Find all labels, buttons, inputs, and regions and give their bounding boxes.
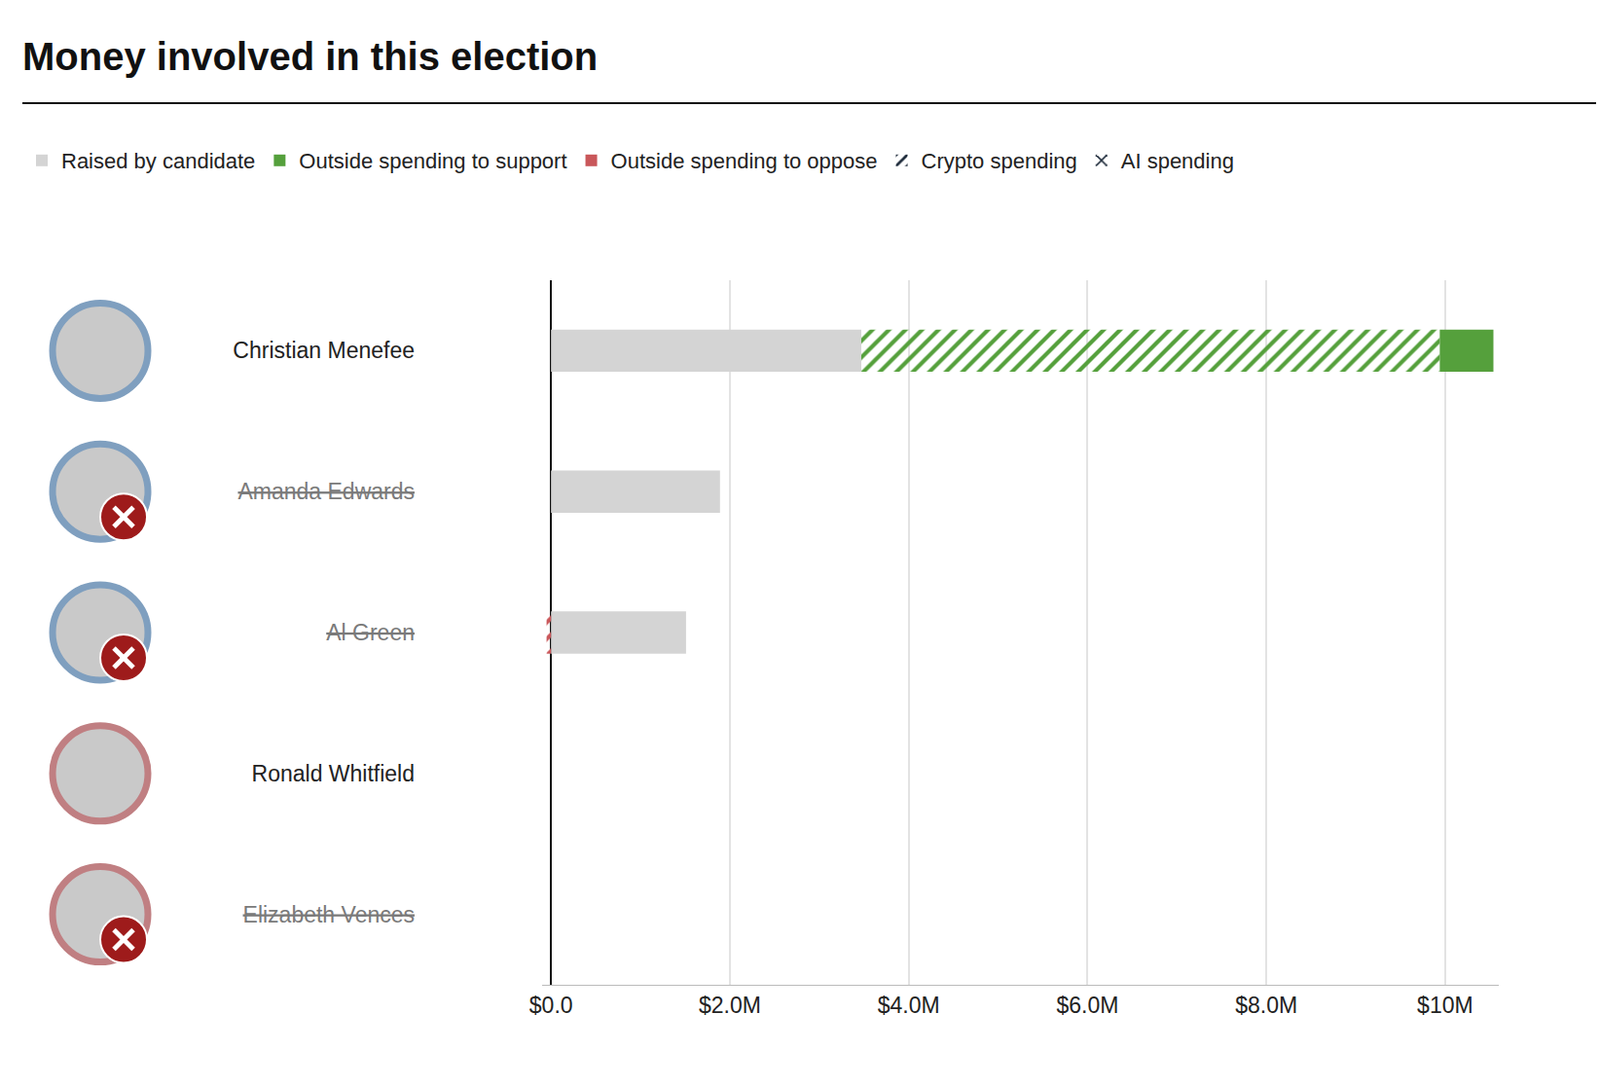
svg-text:Money involved in this electio: Money involved in this election — [22, 35, 598, 78]
svg-text:Outside spending to oppose: Outside spending to oppose — [611, 148, 878, 174]
svg-text:Outside spending to support: Outside spending to support — [298, 148, 567, 174]
svg-text:Elizabeth Vences: Elizabeth Vences — [243, 902, 415, 928]
svg-text:$6.0M: $6.0M — [1055, 992, 1119, 1019]
svg-text:$8.0M: $8.0M — [1235, 992, 1298, 1019]
svg-text:Amanda Edwards: Amanda Edwards — [237, 478, 415, 505]
svg-text:AI spending: AI spending — [1121, 148, 1235, 174]
svg-text:Raised by candidate: Raised by candidate — [61, 148, 255, 174]
svg-text:Al Green: Al Green — [326, 619, 415, 646]
svg-text:Christian Menefee: Christian Menefee — [232, 337, 415, 364]
svg-text:$2.0M: $2.0M — [698, 992, 762, 1019]
svg-text:$10M: $10M — [1417, 992, 1474, 1019]
svg-text:$4.0M: $4.0M — [877, 992, 941, 1019]
svg-text:$0.0: $0.0 — [529, 992, 574, 1019]
svg-text:Ronald Whitfield: Ronald Whitfield — [252, 761, 415, 787]
svg-text:Crypto spending: Crypto spending — [921, 148, 1078, 174]
